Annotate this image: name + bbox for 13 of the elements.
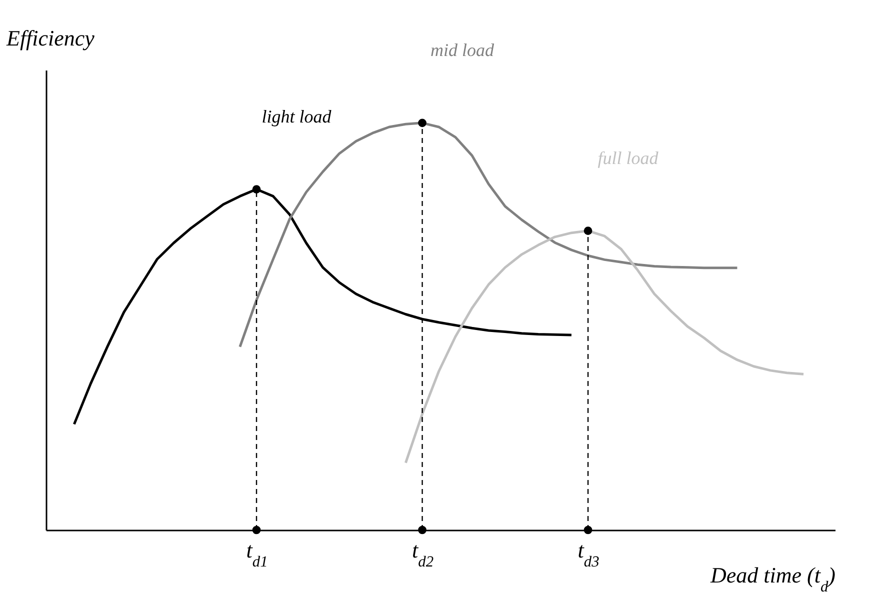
- point: [418, 118, 426, 128]
- x-tick-label: t$_{d2}$: [412, 538, 434, 570]
- text: light load: [262, 106, 332, 126]
- x-tick-label: t$_{d3}$: [578, 538, 600, 570]
- point: [252, 526, 261, 534]
- x-axis-title: Dead time (t$_{d}$): [710, 562, 836, 595]
- point: [584, 526, 592, 534]
- point: [584, 226, 592, 235]
- x-tick-label: t$_{d1}$: [246, 538, 268, 570]
- text: mid load: [430, 40, 496, 60]
- y-axis-title: Efficiency: [6, 26, 95, 50]
- text: full load: [598, 148, 660, 168]
- point: [252, 185, 261, 194]
